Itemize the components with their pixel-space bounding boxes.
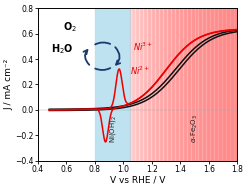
- Bar: [130, 8, 132, 161]
- Bar: [185, 8, 186, 161]
- Bar: [228, 8, 229, 161]
- Bar: [156, 8, 157, 161]
- Bar: [198, 8, 200, 161]
- Bar: [169, 8, 170, 161]
- Bar: [95, 8, 130, 161]
- Bar: [160, 8, 161, 161]
- Bar: [204, 8, 205, 161]
- Bar: [203, 8, 204, 161]
- Bar: [141, 8, 142, 161]
- Bar: [229, 8, 231, 161]
- Bar: [192, 8, 193, 161]
- Bar: [190, 8, 192, 161]
- Bar: [144, 8, 145, 161]
- Bar: [197, 8, 198, 161]
- Bar: [208, 8, 209, 161]
- Bar: [133, 8, 134, 161]
- Bar: [222, 8, 224, 161]
- Bar: [140, 8, 141, 161]
- Bar: [236, 8, 237, 161]
- Bar: [137, 8, 138, 161]
- Bar: [142, 8, 144, 161]
- Bar: [145, 8, 147, 161]
- Bar: [177, 8, 179, 161]
- Bar: [189, 8, 190, 161]
- Bar: [176, 8, 177, 161]
- Bar: [196, 8, 197, 161]
- Bar: [211, 8, 212, 161]
- Bar: [166, 8, 168, 161]
- Bar: [235, 8, 236, 161]
- Text: $\alpha$-Fe$_2$O$_3$: $\alpha$-Fe$_2$O$_3$: [189, 114, 200, 143]
- Bar: [158, 8, 160, 161]
- Bar: [153, 8, 155, 161]
- Bar: [216, 8, 217, 161]
- Bar: [172, 8, 173, 161]
- Bar: [132, 8, 133, 161]
- Bar: [201, 8, 203, 161]
- Bar: [212, 8, 213, 161]
- Bar: [232, 8, 233, 161]
- Bar: [148, 8, 149, 161]
- Text: Ni$^{3+}$: Ni$^{3+}$: [133, 40, 153, 53]
- Bar: [183, 8, 184, 161]
- Bar: [209, 8, 211, 161]
- Bar: [194, 8, 196, 161]
- Bar: [205, 8, 207, 161]
- X-axis label: V vs RHE / V: V vs RHE / V: [110, 175, 165, 184]
- Text: Ni$^{2+}$: Ni$^{2+}$: [130, 64, 150, 77]
- Bar: [134, 8, 136, 161]
- Bar: [200, 8, 201, 161]
- Bar: [181, 8, 183, 161]
- Text: O$_2$: O$_2$: [63, 20, 77, 34]
- Bar: [193, 8, 194, 161]
- Bar: [224, 8, 225, 161]
- Bar: [220, 8, 221, 161]
- Bar: [217, 8, 218, 161]
- Bar: [152, 8, 153, 161]
- Bar: [179, 8, 180, 161]
- Bar: [207, 8, 208, 161]
- Bar: [168, 8, 169, 161]
- Bar: [173, 8, 175, 161]
- Bar: [213, 8, 215, 161]
- Bar: [170, 8, 172, 161]
- Bar: [155, 8, 156, 161]
- Bar: [162, 8, 164, 161]
- Bar: [161, 8, 162, 161]
- Bar: [147, 8, 148, 161]
- Bar: [188, 8, 189, 161]
- Bar: [180, 8, 181, 161]
- Bar: [136, 8, 137, 161]
- Bar: [226, 8, 228, 161]
- Bar: [165, 8, 166, 161]
- Bar: [149, 8, 151, 161]
- Bar: [218, 8, 220, 161]
- Bar: [186, 8, 188, 161]
- Bar: [164, 8, 165, 161]
- Bar: [231, 8, 232, 161]
- Bar: [157, 8, 158, 161]
- Text: H$_2$O: H$_2$O: [52, 42, 74, 56]
- Text: Ni(OH)$_2$: Ni(OH)$_2$: [108, 115, 118, 143]
- Bar: [175, 8, 176, 161]
- Bar: [215, 8, 216, 161]
- Bar: [233, 8, 235, 161]
- Bar: [184, 8, 185, 161]
- Bar: [138, 8, 140, 161]
- Bar: [225, 8, 226, 161]
- Bar: [151, 8, 152, 161]
- Y-axis label: J / mA cm⁻²: J / mA cm⁻²: [5, 59, 14, 110]
- Bar: [221, 8, 222, 161]
